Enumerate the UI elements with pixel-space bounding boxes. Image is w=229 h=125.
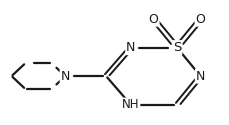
Text: S: S bbox=[173, 41, 181, 54]
Text: N: N bbox=[196, 70, 205, 83]
Text: N: N bbox=[126, 41, 136, 54]
Text: NH: NH bbox=[122, 98, 140, 111]
Text: O: O bbox=[196, 13, 205, 26]
Text: O: O bbox=[149, 13, 159, 26]
Text: N: N bbox=[61, 70, 70, 83]
